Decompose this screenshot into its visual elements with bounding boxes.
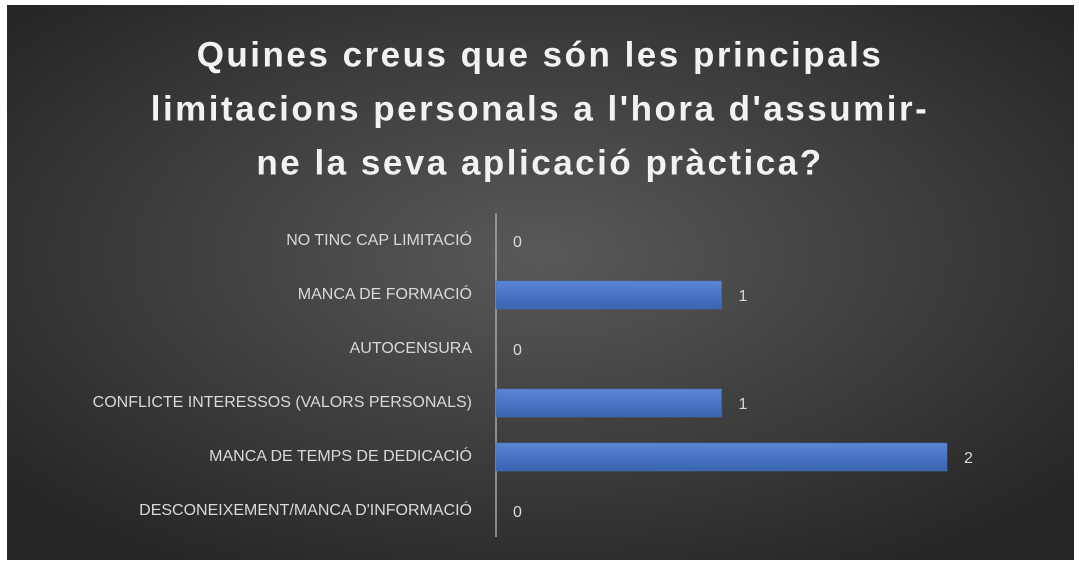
- bar: [495, 388, 722, 418]
- data-label: 0: [513, 234, 522, 251]
- bar: [495, 442, 948, 472]
- y-tick-label: AUTOCENSURA: [350, 340, 473, 357]
- data-label: 1: [739, 288, 748, 305]
- data-label: 1: [739, 396, 748, 413]
- bar: [495, 280, 722, 310]
- chart-title: Quines creus que són les principals limit…: [151, 35, 930, 182]
- y-tick-label: NO TINC CAP LIMITACIÓ: [286, 230, 472, 249]
- y-tick-label: MANCA DE TEMPS DE DEDICACIÓ: [209, 446, 472, 465]
- data-label: 0: [513, 342, 522, 359]
- chart-title-line: Quines creus que són les principals: [197, 35, 884, 74]
- data-label: 0: [513, 504, 522, 521]
- chart-title-line: ne la seva aplicació pràctica?: [256, 143, 823, 182]
- y-tick-label: DESCONEIXEMENT/MANCA D'INFORMACIÓ: [139, 500, 472, 519]
- y-tick-label: CONFLICTE INTERESSOS (VALORS PERSONALS): [93, 394, 472, 411]
- y-tick-label: MANCA DE FORMACIÓ: [298, 284, 472, 303]
- data-label: 2: [964, 450, 973, 467]
- chart-title-line: limitacions personals a l'hora d'assumir…: [151, 89, 930, 128]
